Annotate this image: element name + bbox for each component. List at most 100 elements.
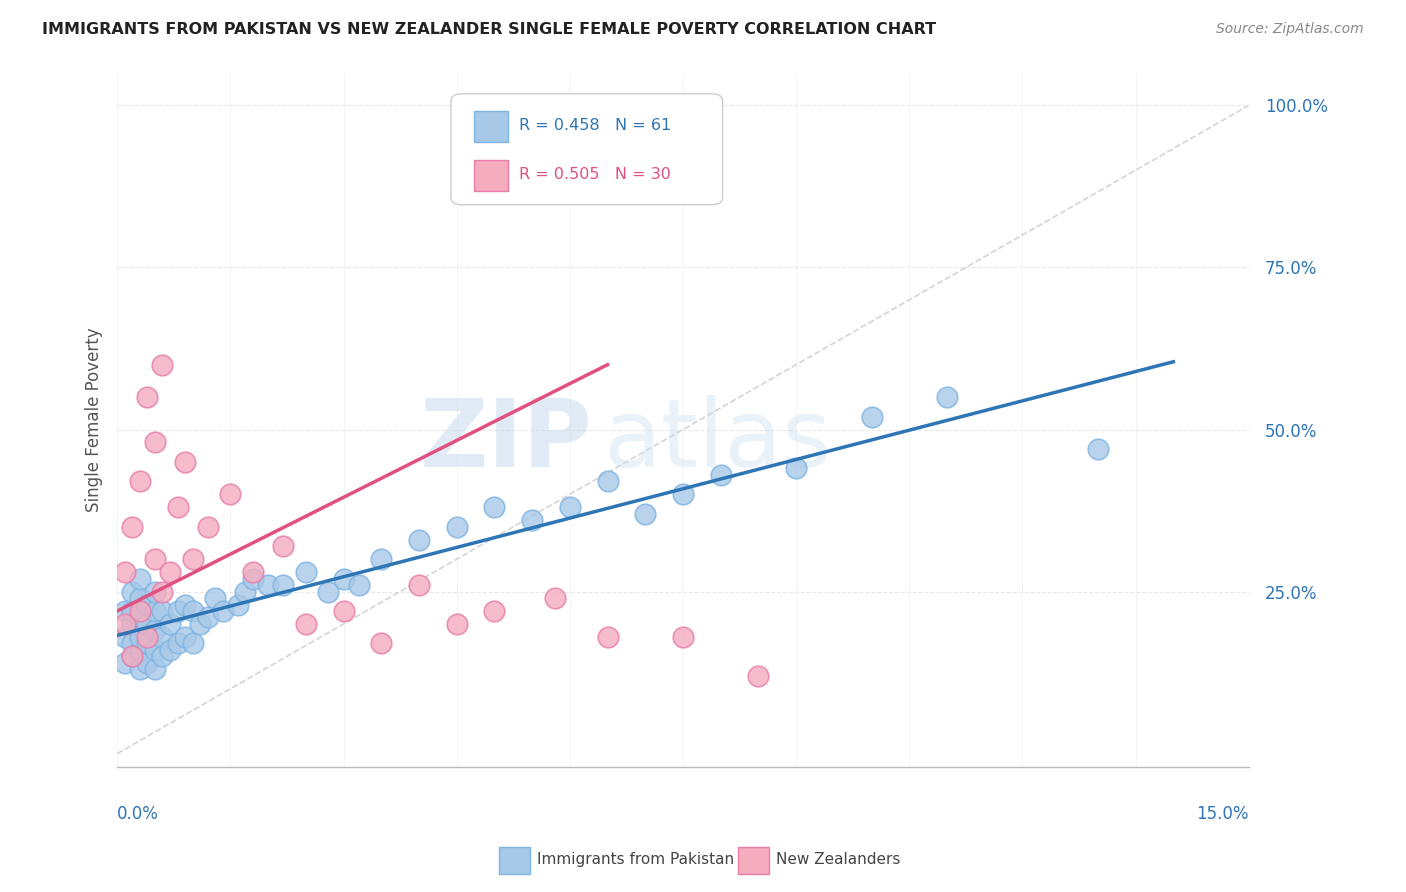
- Point: [484, 604, 506, 618]
- Point: [785, 461, 807, 475]
- Point: [710, 467, 733, 482]
- Text: 15.0%: 15.0%: [1197, 805, 1249, 823]
- Bar: [474, 160, 508, 191]
- Text: R = 0.458   N = 61: R = 0.458 N = 61: [519, 119, 671, 133]
- Point: [370, 552, 392, 566]
- Point: [271, 578, 294, 592]
- Point: [446, 520, 468, 534]
- Point: [520, 513, 543, 527]
- Point: [860, 409, 883, 424]
- Point: [446, 617, 468, 632]
- Point: [128, 630, 150, 644]
- Point: [121, 520, 143, 534]
- Point: [121, 584, 143, 599]
- Point: [121, 649, 143, 664]
- Point: [166, 604, 188, 618]
- Point: [257, 578, 280, 592]
- Point: [136, 656, 159, 670]
- Point: [332, 572, 354, 586]
- Point: [747, 669, 769, 683]
- Point: [128, 662, 150, 676]
- Point: [181, 552, 204, 566]
- Point: [1087, 442, 1109, 456]
- Point: [143, 643, 166, 657]
- Point: [211, 604, 233, 618]
- Text: ZIP: ZIP: [419, 394, 592, 487]
- Point: [596, 630, 619, 644]
- Point: [197, 520, 219, 534]
- Text: Immigrants from Pakistan: Immigrants from Pakistan: [537, 853, 734, 867]
- Point: [152, 649, 174, 664]
- Point: [114, 630, 136, 644]
- Point: [408, 533, 430, 547]
- Point: [128, 643, 150, 657]
- Point: [159, 617, 181, 632]
- Point: [181, 604, 204, 618]
- Point: [197, 610, 219, 624]
- Point: [128, 572, 150, 586]
- Point: [128, 591, 150, 605]
- Text: 0.0%: 0.0%: [117, 805, 159, 823]
- Point: [136, 617, 159, 632]
- Point: [159, 643, 181, 657]
- Point: [226, 598, 249, 612]
- Point: [166, 636, 188, 650]
- Point: [143, 624, 166, 638]
- Point: [219, 487, 242, 501]
- Point: [143, 552, 166, 566]
- Point: [114, 565, 136, 579]
- Point: [152, 630, 174, 644]
- Text: R = 0.505   N = 30: R = 0.505 N = 30: [519, 167, 671, 182]
- Point: [596, 475, 619, 489]
- Point: [347, 578, 370, 592]
- Point: [121, 649, 143, 664]
- Point: [121, 604, 143, 618]
- Point: [242, 565, 264, 579]
- Point: [294, 617, 316, 632]
- FancyBboxPatch shape: [451, 94, 723, 205]
- Point: [188, 617, 211, 632]
- Point: [672, 487, 695, 501]
- Point: [136, 636, 159, 650]
- Point: [128, 475, 150, 489]
- Text: Source: ZipAtlas.com: Source: ZipAtlas.com: [1216, 22, 1364, 37]
- Point: [484, 500, 506, 515]
- Point: [128, 604, 150, 618]
- Point: [128, 610, 150, 624]
- Point: [318, 584, 340, 599]
- Point: [143, 584, 166, 599]
- Point: [152, 604, 174, 618]
- Text: IMMIGRANTS FROM PAKISTAN VS NEW ZEALANDER SINGLE FEMALE POVERTY CORRELATION CHAR: IMMIGRANTS FROM PAKISTAN VS NEW ZEALANDE…: [42, 22, 936, 37]
- Point: [114, 617, 136, 632]
- Point: [174, 455, 197, 469]
- Point: [294, 565, 316, 579]
- Point: [408, 578, 430, 592]
- Point: [159, 565, 181, 579]
- Point: [143, 435, 166, 450]
- Point: [136, 630, 159, 644]
- Point: [152, 584, 174, 599]
- Point: [936, 390, 959, 404]
- Point: [544, 591, 567, 605]
- Point: [114, 656, 136, 670]
- Point: [558, 500, 581, 515]
- Point: [143, 604, 166, 618]
- Point: [136, 598, 159, 612]
- Point: [121, 636, 143, 650]
- Text: atlas: atlas: [603, 394, 832, 487]
- Point: [166, 500, 188, 515]
- Point: [235, 584, 257, 599]
- Point: [114, 604, 136, 618]
- Point: [143, 662, 166, 676]
- Point: [271, 539, 294, 553]
- Text: New Zealanders: New Zealanders: [776, 853, 900, 867]
- Point: [634, 507, 657, 521]
- Point: [152, 358, 174, 372]
- Bar: [474, 112, 508, 143]
- Point: [370, 636, 392, 650]
- Point: [181, 636, 204, 650]
- Point: [672, 630, 695, 644]
- Y-axis label: Single Female Poverty: Single Female Poverty: [86, 327, 103, 512]
- Point: [174, 598, 197, 612]
- Point: [332, 604, 354, 618]
